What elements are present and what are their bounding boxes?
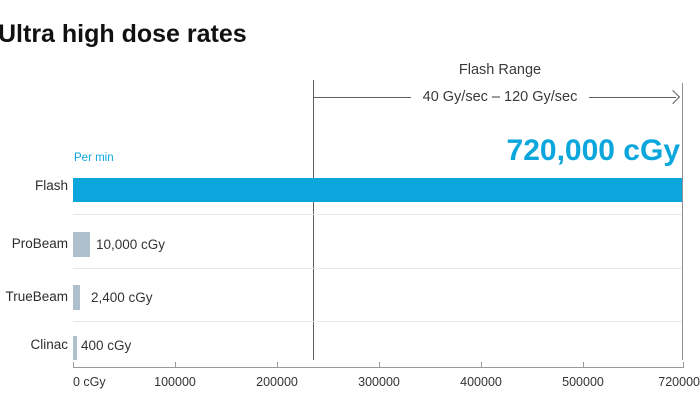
row-separator (73, 268, 682, 269)
x-tick-label-720000: 720000 (658, 375, 700, 389)
row-separator (73, 214, 682, 215)
flash-range-start-line (313, 80, 314, 360)
x-axis-tick (73, 362, 74, 367)
flash-range-label: Flash Range (458, 62, 542, 78)
x-axis-tick (583, 362, 584, 367)
row-label-clinac: Clinac (30, 337, 68, 352)
row-label-truebeam: TrueBeam (5, 289, 68, 304)
row-label-flash: Flash (34, 178, 68, 193)
flash-range-sublabel-text: 40 Gy/sec – 120 Gy/sec (410, 89, 590, 105)
x-tick-label-100000: 100000 (154, 375, 196, 389)
x-tick-label-500000: 500000 (562, 375, 604, 389)
arrow-right-icon (665, 89, 681, 105)
bar-clinac (73, 336, 77, 360)
x-axis-tick (683, 362, 684, 367)
x-tick-label-200000: 200000 (256, 375, 298, 389)
x-axis-tick (481, 362, 482, 367)
row-label-probeam: ProBeam (11, 236, 68, 251)
x-axis-line (73, 367, 684, 368)
chart-title: Ultra high dose rates (0, 20, 247, 48)
value-label-clinac: 400 cGy (81, 338, 132, 353)
row-separator (73, 321, 682, 322)
x-axis-tick (175, 362, 176, 367)
x-axis-tick (277, 362, 278, 367)
x-tick-label-300000: 300000 (358, 375, 400, 389)
flash-range-sublabel: 40 Gy/sec – 120 Gy/sec (340, 89, 660, 105)
value-label-probeam: 10,000 cGy (96, 237, 166, 252)
bar-probeam (73, 232, 90, 257)
x-tick-label-0: 0 cGy (73, 375, 106, 389)
x-axis-tick (379, 362, 380, 367)
bar-truebeam (73, 285, 80, 310)
x-tick-label-400000: 400000 (460, 375, 502, 389)
flash-range-end-line (682, 83, 683, 360)
per-min-label: Per min (74, 152, 114, 164)
bar-flash (73, 178, 682, 202)
value-label-truebeam: 2,400 cGy (91, 290, 153, 305)
flash-value-callout: 720,000 cGy (506, 134, 680, 167)
